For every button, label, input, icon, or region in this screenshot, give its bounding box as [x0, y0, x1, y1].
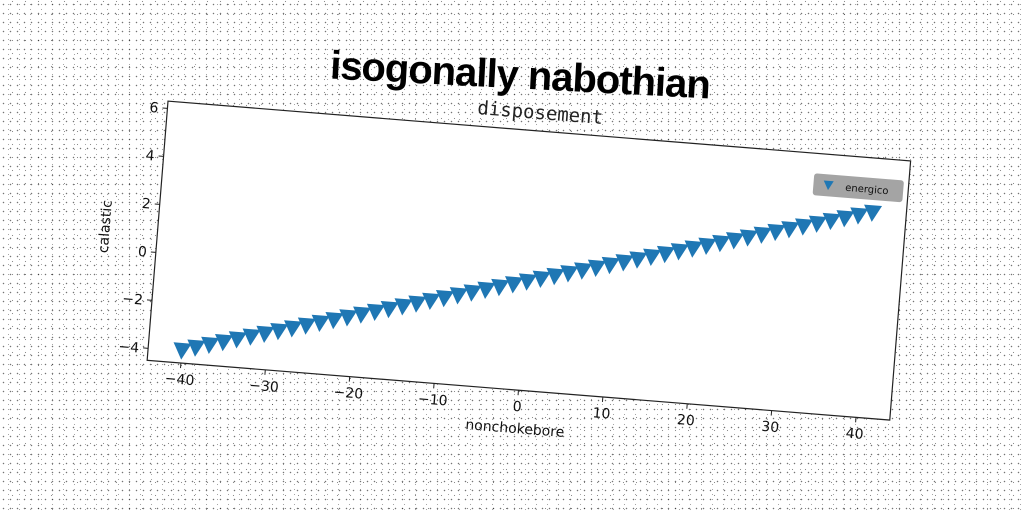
y-tick-label: 2: [141, 196, 151, 213]
data-point: [560, 265, 579, 283]
data-point: [187, 339, 206, 357]
data-point: [767, 223, 786, 242]
data-point: [574, 262, 593, 280]
data-point: [864, 204, 883, 222]
x-tick-label: 40: [845, 426, 864, 443]
data-point: [670, 243, 689, 261]
data-point: [601, 256, 620, 275]
data-point: [422, 292, 441, 311]
data-point: [684, 240, 703, 258]
data-point: [449, 287, 468, 305]
data-point: [795, 218, 813, 236]
data-point: [284, 320, 302, 338]
data-point: [463, 284, 482, 302]
data-point: [242, 328, 261, 346]
data-point: [201, 336, 220, 355]
y-tick-label: −4: [118, 339, 140, 357]
data-point: [656, 245, 675, 264]
x-tick-label: −40: [164, 371, 195, 389]
data-point: [725, 232, 744, 250]
data-point: [366, 303, 385, 322]
legend: energico: [812, 173, 904, 203]
data-point: [477, 281, 496, 299]
data-point: [587, 259, 606, 277]
x-tick-label: −30: [249, 378, 280, 396]
data-point: [408, 295, 427, 313]
data-point: [532, 270, 551, 288]
x-tick-label: −10: [417, 391, 448, 409]
data-point: [394, 298, 413, 316]
data-point: [173, 342, 192, 360]
chart-title: disposement: [477, 97, 604, 129]
data-point: [629, 251, 648, 269]
data-point: [546, 267, 565, 286]
data-point: [808, 215, 827, 233]
data-point: [339, 309, 358, 327]
data-point: [850, 207, 869, 225]
x-tick-label: 10: [592, 405, 611, 422]
data-point: [311, 314, 330, 333]
legend-label: energico: [845, 183, 889, 197]
data-point: [505, 276, 523, 294]
data-point: [491, 278, 510, 297]
legend-marker-icon: [823, 180, 834, 191]
y-tick-label: 0: [137, 244, 147, 261]
y-tick-label: 6: [149, 100, 159, 117]
data-point: [518, 273, 537, 291]
data-point: [643, 248, 662, 266]
data-point: [270, 322, 289, 341]
data-point: [353, 306, 372, 324]
y-axis: −4 −2 0 2 4 6: [118, 100, 168, 357]
y-tick-label: −2: [122, 291, 144, 309]
data-point: [380, 300, 399, 319]
data-point: [712, 234, 731, 253]
x-tick-label: 30: [761, 419, 780, 436]
data-point: [836, 210, 855, 228]
plot-area: disposement −40 −30 −20 −10 0 10 20 30 40 −4−202…: [96, 97, 912, 443]
data-point: [822, 212, 841, 231]
series-energico: [173, 204, 883, 360]
legend-box: [812, 173, 904, 203]
x-axis: −40 −30 −20 −10 0 10 20 30 40: [164, 363, 864, 443]
x-axis-label: nonchokebore: [465, 417, 565, 441]
data-point: [698, 237, 717, 255]
data-point: [435, 289, 454, 308]
y-axis-label: calastic: [96, 199, 116, 253]
data-point: [739, 229, 758, 247]
x-tick-label: 20: [676, 412, 695, 429]
data-point: [615, 254, 634, 272]
data-point: [228, 331, 247, 349]
data-point: [325, 311, 344, 330]
y-tick-label: 4: [145, 148, 155, 165]
data-point: [256, 325, 275, 344]
x-tick-label: 0: [512, 399, 522, 416]
x-tick-label: −20: [333, 384, 364, 402]
data-point: [781, 221, 800, 239]
data-point: [753, 226, 772, 244]
data-point: [297, 317, 316, 335]
axes-frame: [146, 100, 912, 421]
data-point: [214, 333, 233, 352]
